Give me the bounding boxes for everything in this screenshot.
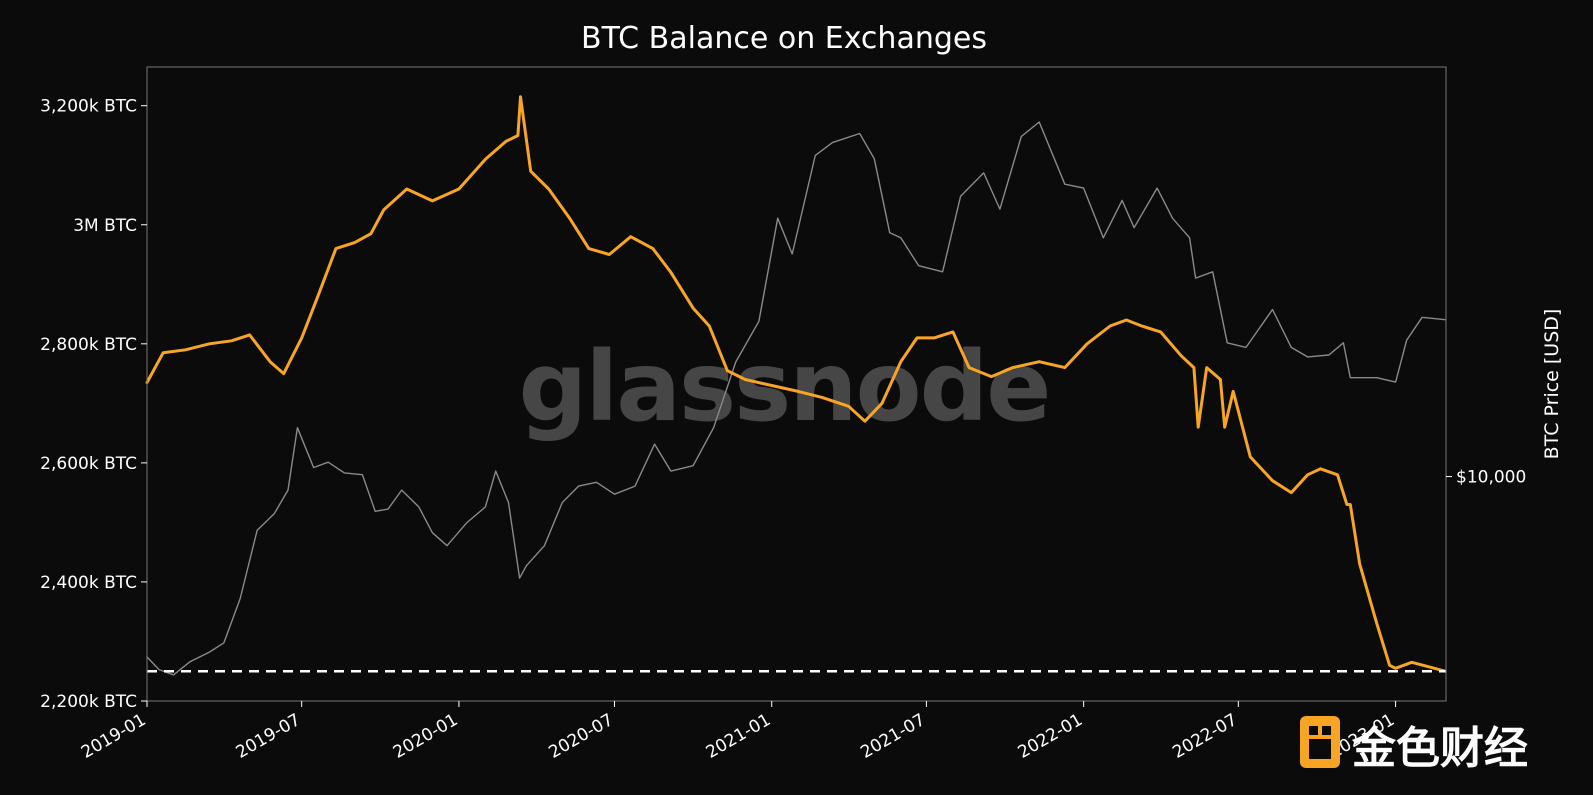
left-tick-label: 2,400k BTC: [40, 573, 137, 593]
left-tick-label: 2,800k BTC: [40, 335, 137, 355]
right-axis-label: BTC Price [USD]: [1541, 309, 1563, 460]
left-tick-label: 3,200k BTC: [40, 97, 137, 117]
plot-frame: [146, 66, 1447, 702]
left-y-axis: 2,200k BTC 2,400k BTC 2,600k BTC 2,800k BTC…: [40, 97, 147, 712]
series-line-exchange-balance: [145, 95, 1447, 673]
jinse-logo: 金色财经: [1300, 716, 1528, 774]
logo-mark-icon: [1300, 716, 1340, 768]
plot-layer: [145, 95, 1447, 676]
left-tick-label: 3M BTC: [73, 216, 137, 236]
right-y-axis: $10,000: [1446, 468, 1526, 488]
chart-title: BTC Balance on Exchanges: [581, 21, 987, 56]
series-line-btc-price: [146, 121, 1446, 676]
left-tick-label: 2,200k BTC: [40, 692, 137, 712]
right-tick-label: $10,000: [1456, 468, 1526, 488]
logo-text: 金色财经: [1351, 723, 1528, 774]
left-tick-label: 2,600k BTC: [40, 454, 137, 474]
